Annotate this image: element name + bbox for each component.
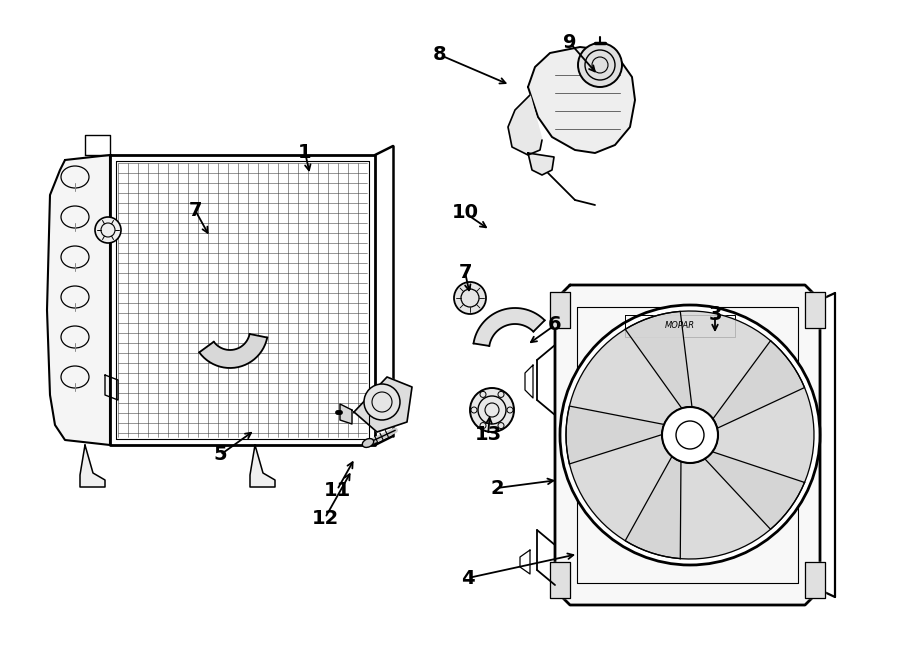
Text: 12: 12 (311, 508, 338, 527)
Text: MOPAR: MOPAR (665, 321, 695, 330)
Text: 8: 8 (433, 46, 446, 65)
Polygon shape (550, 562, 570, 598)
Circle shape (560, 305, 820, 565)
Polygon shape (626, 311, 805, 428)
Text: 4: 4 (461, 568, 475, 588)
Polygon shape (555, 285, 820, 605)
Text: 6: 6 (548, 315, 562, 334)
Polygon shape (508, 95, 542, 155)
Polygon shape (47, 155, 110, 445)
Polygon shape (473, 308, 544, 346)
Polygon shape (80, 445, 105, 487)
Circle shape (454, 282, 486, 314)
Circle shape (470, 388, 514, 432)
Text: 11: 11 (323, 481, 351, 500)
Polygon shape (805, 562, 825, 598)
Circle shape (578, 43, 622, 87)
Polygon shape (354, 377, 412, 432)
Polygon shape (550, 292, 570, 328)
Text: 13: 13 (474, 426, 501, 444)
Polygon shape (528, 153, 554, 175)
Text: 2: 2 (491, 479, 504, 498)
Polygon shape (805, 292, 825, 328)
Polygon shape (528, 47, 635, 153)
Text: 10: 10 (452, 204, 479, 223)
Text: 1: 1 (298, 143, 311, 161)
Polygon shape (566, 406, 681, 559)
Polygon shape (705, 340, 814, 529)
Text: 7: 7 (188, 200, 202, 219)
Text: 5: 5 (213, 446, 227, 465)
Circle shape (364, 384, 400, 420)
Circle shape (662, 407, 718, 463)
Ellipse shape (363, 439, 374, 447)
Circle shape (95, 217, 121, 243)
Text: 7: 7 (458, 262, 472, 282)
Polygon shape (566, 311, 692, 464)
Text: 9: 9 (563, 34, 577, 52)
Polygon shape (250, 445, 275, 487)
Polygon shape (340, 404, 352, 424)
Polygon shape (199, 334, 267, 368)
Polygon shape (626, 451, 805, 559)
Text: 3: 3 (708, 305, 722, 325)
